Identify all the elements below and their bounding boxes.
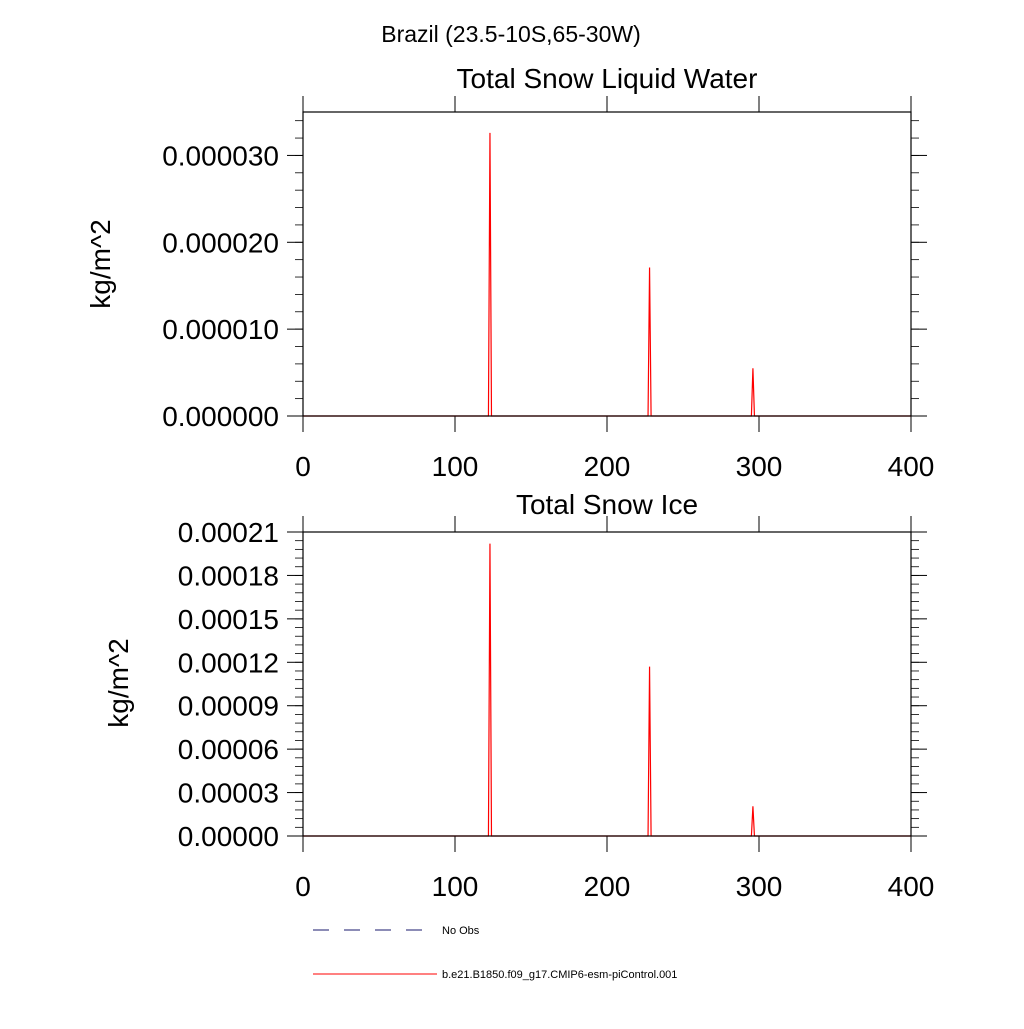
legend: No Obs b.e21.B1850.f09_g17.CMIP6-esm-piC…	[313, 925, 677, 981]
panel-title: Total Snow Ice	[516, 489, 698, 520]
y-tick-label: 0.00021	[178, 517, 279, 548]
y-tick-label: 0.00018	[178, 560, 279, 591]
legend-label: No Obs	[442, 925, 480, 937]
y-tick-label: 0.00003	[178, 778, 279, 809]
x-tick-label: 400	[888, 871, 935, 902]
x-tick-label: 200	[584, 871, 631, 902]
legend-item-no-obs: No Obs	[313, 925, 480, 937]
y-tick-label: 0.00015	[178, 604, 279, 635]
series-line	[303, 543, 911, 837]
legend-item-model-run: b.e21.B1850.f09_g17.CMIP6-esm-piControl.…	[313, 969, 677, 981]
y-tick-label: 0.000000	[162, 401, 279, 432]
x-tick-label: 100	[432, 871, 479, 902]
x-tick-label: 0	[295, 871, 311, 902]
x-tick-label: 300	[736, 871, 783, 902]
series-layer	[303, 543, 911, 837]
y-tick-label: 0.000010	[162, 314, 279, 345]
ticks	[287, 96, 927, 432]
y-tick-label: 0.00006	[178, 734, 279, 765]
panel-title: Total Snow Liquid Water	[457, 63, 758, 94]
series-layer	[303, 132, 911, 417]
panel-snow-liquid-water: Total Snow Liquid Water kg/m^2 0 100 200 30…	[85, 63, 934, 482]
ticks	[287, 516, 927, 852]
panel-snow-ice: Total Snow Ice kg/m^2 0 100 200 300 400 0.000…	[103, 489, 934, 902]
y-tick-label: 0.00012	[178, 647, 279, 678]
main-title: Brazil (23.5-10S,65-30W)	[381, 21, 641, 47]
y-tick-label: 0.00009	[178, 691, 279, 722]
y-tick-label: 0.000020	[162, 227, 279, 258]
x-tick-label: 0	[295, 451, 311, 482]
tick-labels: 0 100 200 300 400 0.00000 0.00003 0.00006 0.0000…	[178, 517, 935, 902]
y-axis-label: kg/m^2	[85, 219, 116, 308]
tick-labels: 0 100 200 300 400 0.000000 0.000010 0.000020 0.0…	[162, 140, 934, 482]
x-tick-label: 300	[736, 451, 783, 482]
y-tick-label: 0.000030	[162, 140, 279, 171]
x-tick-label: 200	[584, 451, 631, 482]
x-tick-label: 100	[432, 451, 479, 482]
series-line	[303, 132, 911, 417]
y-axis-label: kg/m^2	[103, 638, 134, 727]
x-tick-label: 400	[888, 451, 935, 482]
plot-frame	[302, 111, 912, 417]
plot-frame	[302, 531, 912, 837]
legend-label: b.e21.B1850.f09_g17.CMIP6-esm-piControl.…	[442, 969, 677, 981]
y-tick-label: 0.00000	[178, 821, 279, 852]
